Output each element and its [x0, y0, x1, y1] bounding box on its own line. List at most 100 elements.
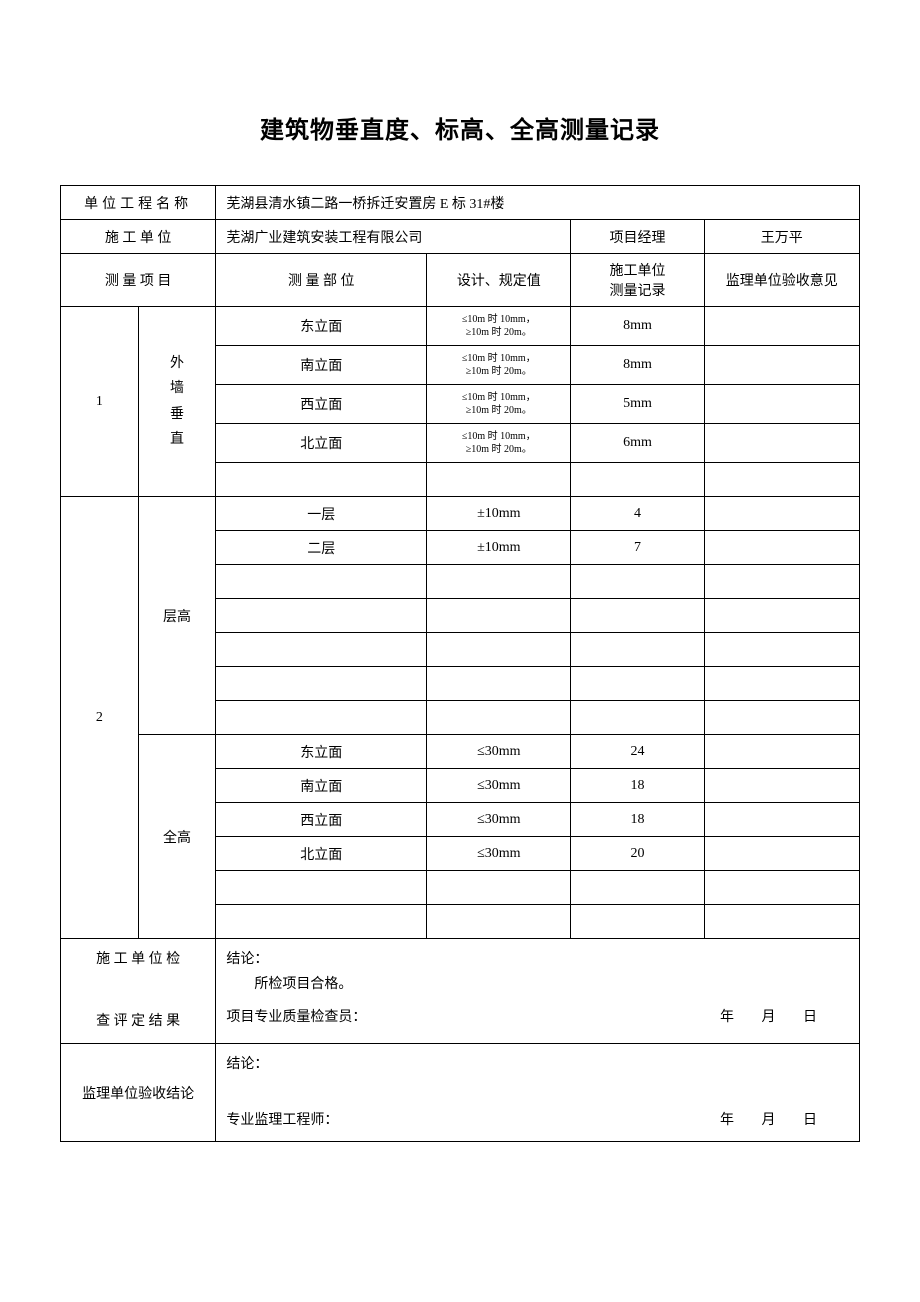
section2-category2: 全高 [138, 735, 216, 939]
construction-conclusion: 结论： 所检项目合格。 项目专业质量检查员： 年 月 日 [216, 939, 860, 1044]
engineer-label: 专业监理工程师： [226, 1108, 338, 1133]
cell-spec: ±10mm [427, 497, 571, 531]
cell-empty [216, 565, 427, 599]
construction-unit-value: 芜湖广业建筑安装工程有限公司 [216, 220, 571, 254]
cell-opinion [704, 346, 859, 385]
section2-num: 2 [61, 497, 139, 939]
measure-part-label: 测 量 部 位 [216, 254, 427, 307]
cell-opinion [704, 385, 859, 424]
measurement-table: 单位工程名称 芜湖县清水镇二路一桥拆迁安置房 E 标 31#楼 施 工 单 位 … [60, 185, 860, 1142]
cell-empty [704, 633, 859, 667]
measure-item-label: 测 量 项 目 [61, 254, 216, 307]
cell-opinion [704, 769, 859, 803]
design-value-label: 设计、规定值 [427, 254, 571, 307]
cell-part: 北立面 [216, 424, 427, 463]
supervision-conclusion-label: 监理单位验收结论 [61, 1044, 216, 1141]
date-text: 年 月 日 [720, 1108, 849, 1133]
cell-empty [704, 701, 859, 735]
cell-part: 南立面 [216, 346, 427, 385]
cell-part: 西立面 [216, 385, 427, 424]
conclusion-label: 结论： [226, 952, 268, 967]
cell-empty [704, 565, 859, 599]
conclusion-text: 所检项目合格。 [226, 972, 352, 997]
table-row: 测 量 项 目 测 量 部 位 设计、规定值 施工单位 测量记录 监理单位验收意… [61, 254, 860, 307]
table-row: 施 工 单 位 检 查 评 定 结 果 结论： 所检项目合格。 项目专业质量检查… [61, 939, 860, 1044]
cell-empty [427, 599, 571, 633]
cell-empty [427, 871, 571, 905]
cell-spec: ≤30mm [427, 769, 571, 803]
supervision-opinion-label: 监理单位验收意见 [704, 254, 859, 307]
cell-part: 二层 [216, 531, 427, 565]
cell-empty [427, 565, 571, 599]
construction-record-label: 施工单位 测量记录 [571, 254, 704, 307]
project-manager-value: 王万平 [704, 220, 859, 254]
cell-empty [704, 463, 859, 497]
cell-empty [216, 633, 427, 667]
cell-empty [216, 667, 427, 701]
cell-opinion [704, 497, 859, 531]
cell-part: 东立面 [216, 735, 427, 769]
cell-empty [571, 463, 704, 497]
cell-part: 一层 [216, 497, 427, 531]
date-text: 年 月 日 [720, 1005, 849, 1030]
cell-opinion [704, 837, 859, 871]
cell-opinion [704, 424, 859, 463]
cell-empty [704, 871, 859, 905]
cell-spec: ±10mm [427, 531, 571, 565]
supervision-conclusion: 结论： 专业监理工程师： 年 月 日 [216, 1044, 860, 1141]
cell-part: 东立面 [216, 307, 427, 346]
cell-empty [571, 871, 704, 905]
cell-empty [571, 633, 704, 667]
cell-spec: ≤10m 时 10mm， ≥10m 时 20m。 [427, 385, 571, 424]
construction-unit-label: 施 工 单 位 [61, 220, 216, 254]
project-name-label: 单位工程名称 [61, 186, 216, 220]
cell-record: 4 [571, 497, 704, 531]
section1-num: 1 [61, 307, 139, 497]
cell-record: 18 [571, 803, 704, 837]
cell-empty [704, 667, 859, 701]
cell-record: 18 [571, 769, 704, 803]
cell-record: 8mm [571, 346, 704, 385]
cell-empty [571, 565, 704, 599]
cell-record: 5mm [571, 385, 704, 424]
table-row: 1 外 墙 垂 直 东立面 ≤10m 时 10mm， ≥10m 时 20m。 8… [61, 307, 860, 346]
cell-spec: ≤10m 时 10mm， ≥10m 时 20m。 [427, 346, 571, 385]
cell-empty [571, 701, 704, 735]
inspector-label: 项目专业质量检查员： [226, 1005, 366, 1030]
cell-empty [216, 701, 427, 735]
cell-record: 20 [571, 837, 704, 871]
cell-empty [427, 463, 571, 497]
cell-empty [427, 701, 571, 735]
cell-empty [427, 905, 571, 939]
table-row: 施 工 单 位 芜湖广业建筑安装工程有限公司 项目经理 王万平 [61, 220, 860, 254]
cell-opinion [704, 307, 859, 346]
project-manager-label: 项目经理 [571, 220, 704, 254]
cell-spec: ≤30mm [427, 735, 571, 769]
cell-empty [704, 599, 859, 633]
section1-category: 外 墙 垂 直 [138, 307, 216, 497]
cell-spec: ≤30mm [427, 837, 571, 871]
cell-part: 西立面 [216, 803, 427, 837]
cell-empty [571, 667, 704, 701]
cell-empty [427, 667, 571, 701]
cell-record: 8mm [571, 307, 704, 346]
table-row: 全高 东立面 ≤30mm 24 [61, 735, 860, 769]
cell-spec: ≤10m 时 10mm， ≥10m 时 20m。 [427, 424, 571, 463]
cell-opinion [704, 531, 859, 565]
conclusion-label: 结论： [226, 1057, 268, 1072]
cell-spec: ≤10m 时 10mm， ≥10m 时 20m。 [427, 307, 571, 346]
table-row: 监理单位验收结论 结论： 专业监理工程师： 年 月 日 [61, 1044, 860, 1141]
cell-spec: ≤30mm [427, 803, 571, 837]
cell-part: 南立面 [216, 769, 427, 803]
cell-empty [216, 871, 427, 905]
cell-record: 6mm [571, 424, 704, 463]
cell-empty [216, 463, 427, 497]
cell-opinion [704, 803, 859, 837]
cell-empty [571, 905, 704, 939]
cell-empty [216, 905, 427, 939]
cell-record: 24 [571, 735, 704, 769]
table-row: 单位工程名称 芜湖县清水镇二路一桥拆迁安置房 E 标 31#楼 [61, 186, 860, 220]
construction-check-label: 施 工 单 位 检 查 评 定 结 果 [61, 939, 216, 1044]
cell-record: 7 [571, 531, 704, 565]
cell-empty [216, 599, 427, 633]
